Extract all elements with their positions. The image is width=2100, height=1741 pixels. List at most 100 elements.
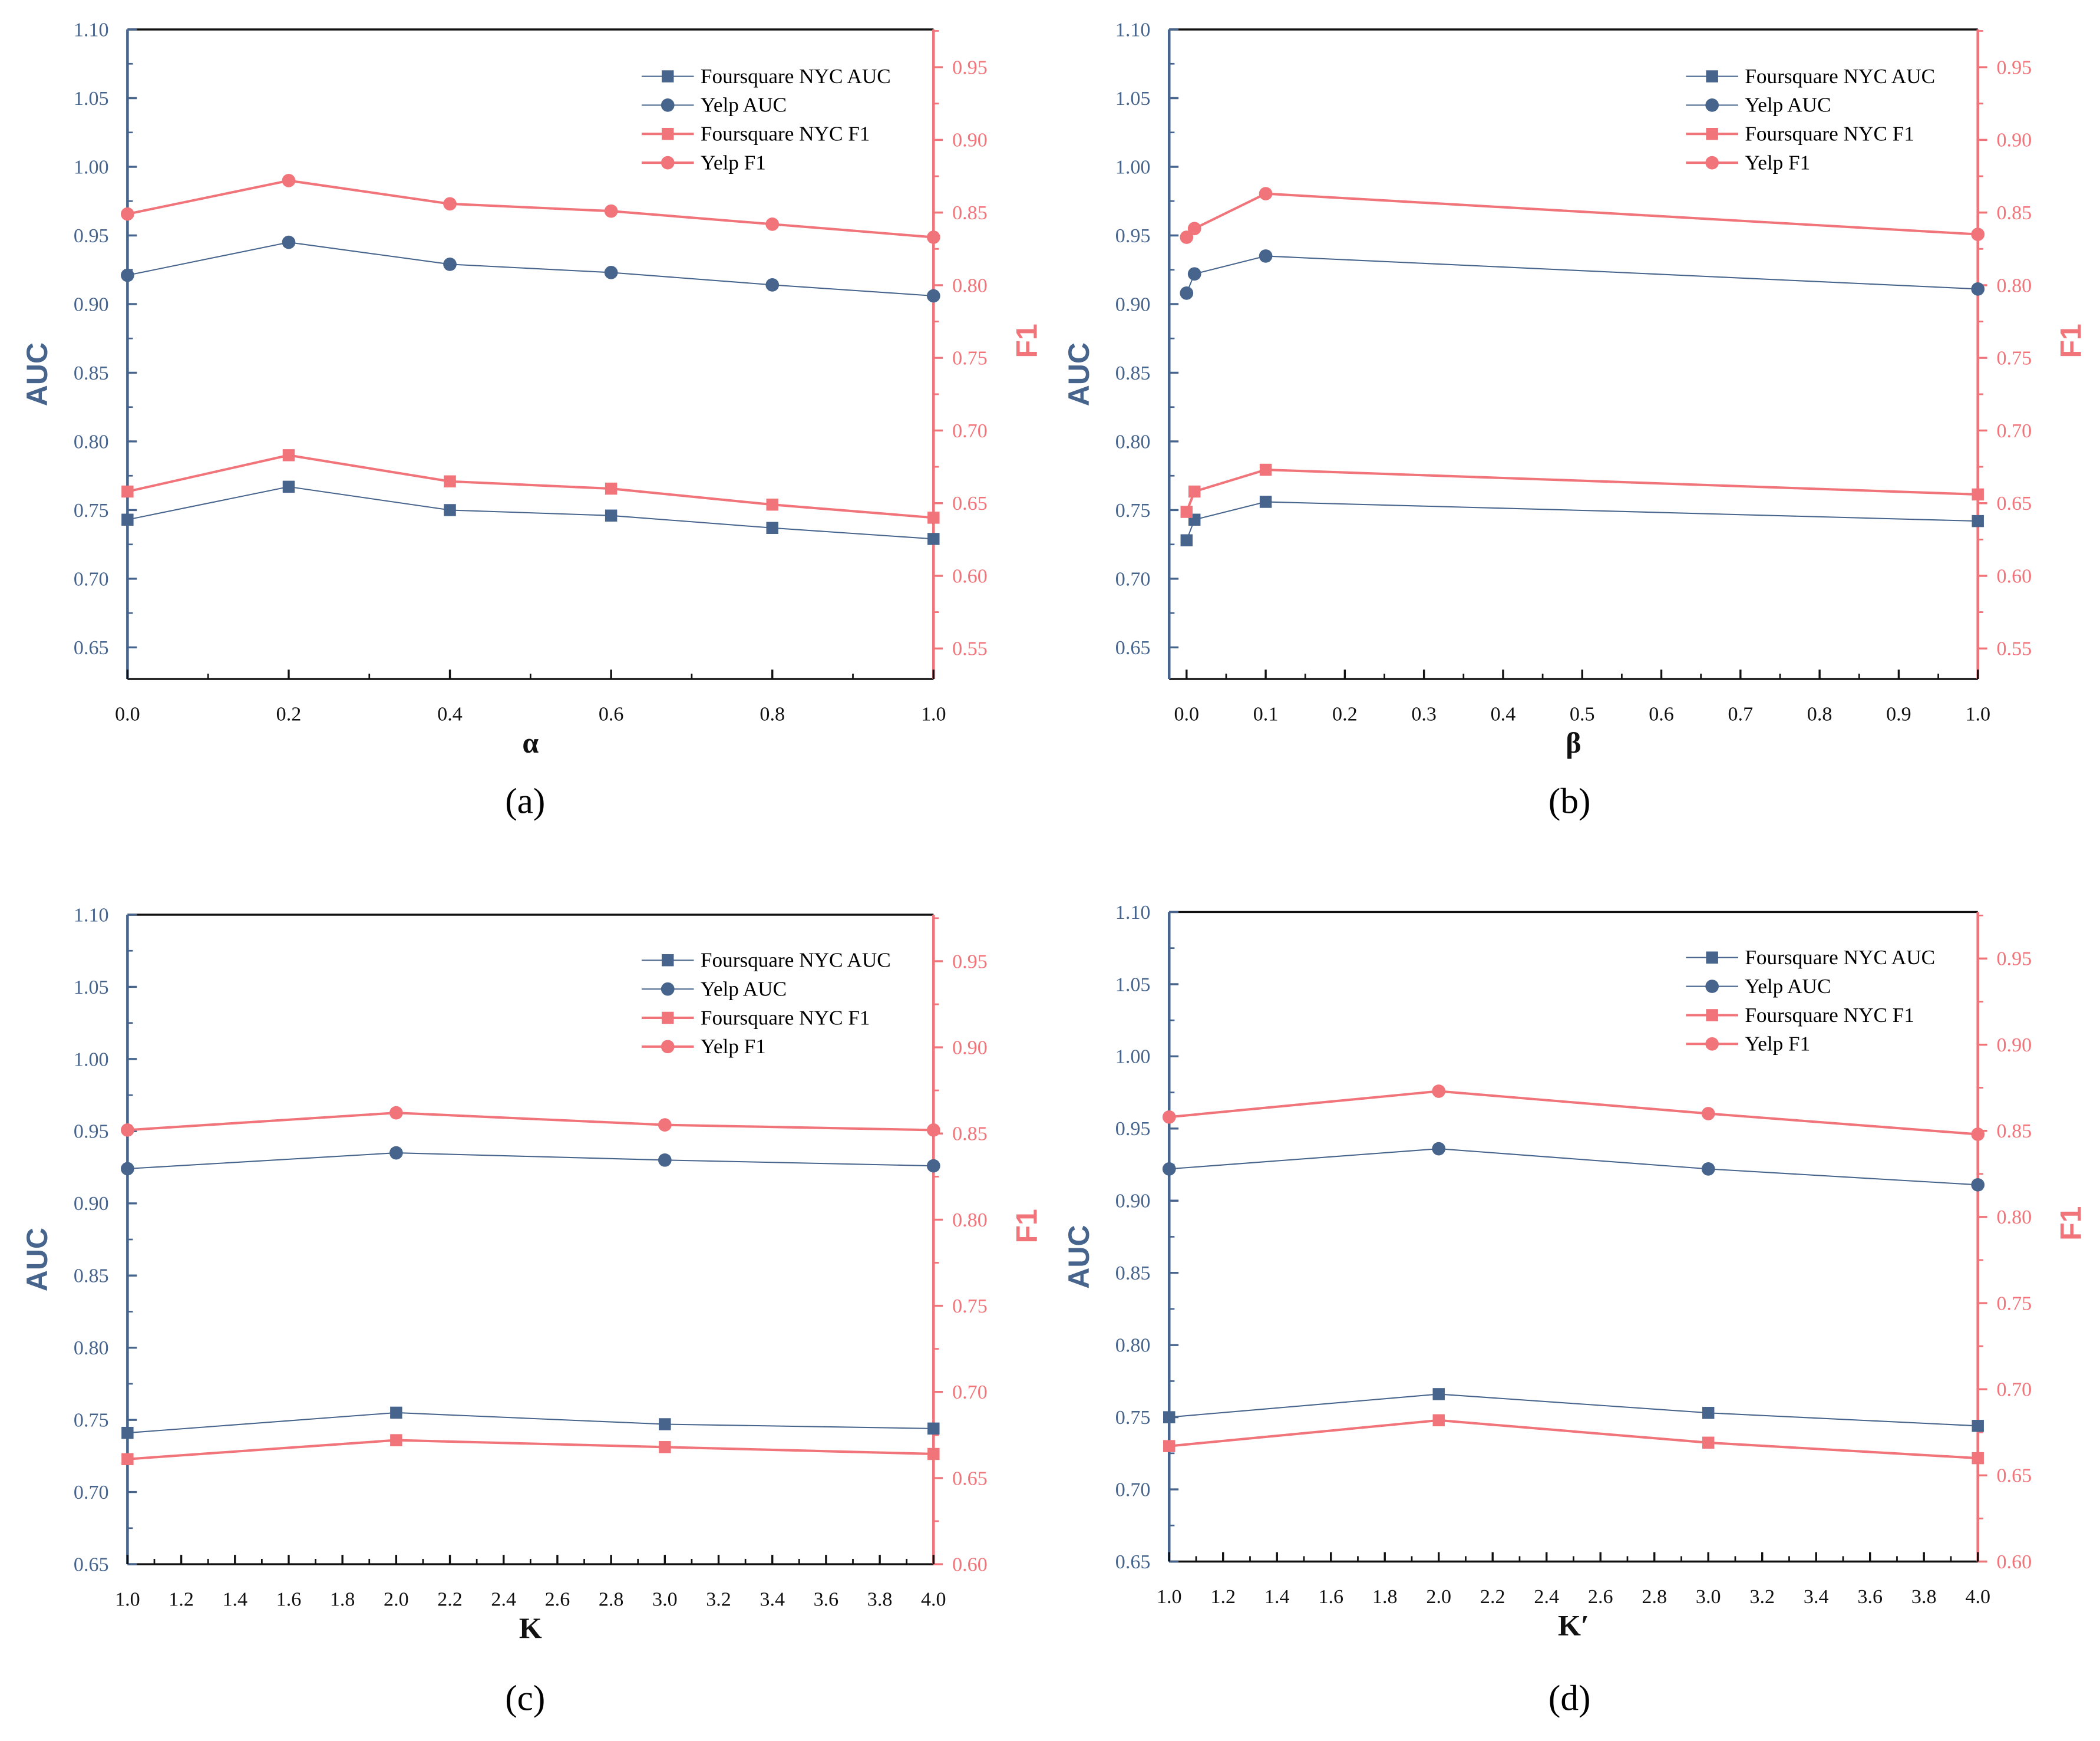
legend-marker xyxy=(661,156,675,170)
x-tick-label: 3.6 xyxy=(1857,1586,1883,1608)
data-point xyxy=(1701,1107,1715,1120)
x-tick-label: 0.6 xyxy=(1649,704,1674,726)
legend-label: Yelp AUC xyxy=(701,94,787,117)
series-line xyxy=(1186,192,1978,238)
data-point xyxy=(927,1447,940,1460)
right-tick-label: 0.80 xyxy=(1997,275,2032,296)
legend-marker xyxy=(1705,980,1719,993)
legend-item: Yelp AUC xyxy=(641,977,787,1000)
right-tick-label: 0.60 xyxy=(952,565,988,587)
left-tick-label: 1.10 xyxy=(1115,902,1151,924)
data-point xyxy=(444,504,456,516)
data-point xyxy=(1163,1411,1176,1423)
right-tick-label: 0.70 xyxy=(952,420,988,442)
left-tick-label: 0.90 xyxy=(1115,1191,1151,1212)
x-tick-label: 0.8 xyxy=(760,704,785,726)
legend-label: Foursquare NYC AUC xyxy=(1745,65,1935,88)
left-tick-label: 0.95 xyxy=(1115,225,1151,247)
left-tick-label: 0.75 xyxy=(1115,500,1151,522)
left-tick-label: 0.75 xyxy=(1115,1407,1151,1429)
legend-marker xyxy=(662,1011,674,1024)
data-point xyxy=(121,1453,134,1465)
data-point xyxy=(1180,506,1193,518)
data-point xyxy=(121,513,134,526)
x-tick-label: 2.4 xyxy=(1534,1586,1559,1608)
legend-label: Foursquare NYC AUC xyxy=(701,949,891,972)
chart-panel-d: 0.65 0.70 0.75 0.80 0.85 0.90 0.95 1.00 1.05 1.10… xyxy=(1062,902,2088,1719)
series-line xyxy=(127,1439,934,1460)
x-tick-label: 2.6 xyxy=(545,1588,570,1610)
x-tick-label: 0.3 xyxy=(1411,704,1437,726)
legend-item: Yelp F1 xyxy=(641,1035,766,1058)
legend-item: Foursquare NYC F1 xyxy=(641,1006,870,1029)
series-line xyxy=(1186,255,1978,294)
x-tick-label: 1.6 xyxy=(1318,1586,1343,1608)
right-tick-label: 0.85 xyxy=(952,1123,988,1145)
x-tick-label: 0.2 xyxy=(276,704,302,726)
left-tick-label: 0.85 xyxy=(74,362,109,384)
legend-marker xyxy=(1706,951,1718,964)
data-point xyxy=(659,1441,671,1453)
series-foursquare-nyc-auc xyxy=(1180,496,1984,546)
x-tick-label: 0.1 xyxy=(1253,704,1279,726)
left-tick-label: 0.70 xyxy=(1115,1479,1151,1501)
data-point xyxy=(927,533,940,545)
data-point xyxy=(444,475,456,487)
data-point xyxy=(1259,249,1273,263)
legend-marker xyxy=(1705,98,1719,112)
left-tick-label: 0.65 xyxy=(1115,1551,1151,1573)
x-tick-label: 0.4 xyxy=(437,704,463,726)
data-point xyxy=(121,1426,134,1439)
data-point xyxy=(1972,1420,1984,1432)
series-line xyxy=(1169,1393,1978,1427)
left-tick-label: 0.95 xyxy=(74,1121,109,1143)
x-tick-label: 4.0 xyxy=(1965,1586,1990,1608)
left-tick-label: 0.65 xyxy=(74,637,109,659)
legend-label: Foursquare NYC F1 xyxy=(701,123,870,146)
right-tick-label: 0.90 xyxy=(1997,1034,2032,1056)
left-tick-label: 0.95 xyxy=(74,225,109,247)
data-point xyxy=(1187,222,1201,236)
legend-label: Yelp AUC xyxy=(1745,94,1831,117)
left-tick-label: 0.75 xyxy=(74,1410,109,1432)
series-foursquare-nyc-auc xyxy=(121,1406,940,1439)
left-tick-label: 0.80 xyxy=(74,431,109,453)
left-tick-label: 0.90 xyxy=(74,294,109,315)
data-point xyxy=(765,278,780,292)
series-yelp-f1 xyxy=(121,174,940,244)
legend-item: Yelp AUC xyxy=(641,94,787,117)
right-axis-label: F1 xyxy=(2055,324,2088,358)
right-tick-label: 0.65 xyxy=(952,1468,988,1489)
x-tick-label: 1.8 xyxy=(330,1588,355,1610)
right-tick-label: 0.80 xyxy=(952,1209,988,1231)
x-tick-label: 4.0 xyxy=(921,1588,946,1610)
left-tick-label: 1.10 xyxy=(1115,19,1151,41)
data-point xyxy=(1971,1127,1985,1141)
right-tick-label: 0.90 xyxy=(1997,130,2032,151)
legend-marker xyxy=(661,982,675,996)
legend-label: Foursquare NYC F1 xyxy=(701,1006,870,1029)
series-line xyxy=(127,486,934,540)
left-tick-label: 0.65 xyxy=(74,1554,109,1575)
x-tick-label: 1.8 xyxy=(1372,1586,1398,1608)
x-tick-label: 1.0 xyxy=(1965,704,1990,726)
data-point xyxy=(282,235,296,249)
right-tick-label: 0.75 xyxy=(1997,348,2032,370)
right-tick-label: 0.65 xyxy=(952,493,988,515)
legend-label: Foursquare NYC F1 xyxy=(1745,1004,1914,1027)
series-foursquare-nyc-f1 xyxy=(1163,1414,1984,1465)
legend-item: Foursquare NYC AUC xyxy=(641,65,891,88)
data-point xyxy=(604,204,618,218)
left-tick-label: 0.85 xyxy=(74,1265,109,1287)
legend-label: Foursquare NYC AUC xyxy=(701,65,891,88)
right-tick-label: 0.85 xyxy=(1997,202,2032,224)
series-yelp-auc xyxy=(1162,1142,1985,1192)
series-line xyxy=(1169,1419,1978,1460)
x-tick-label: 3.2 xyxy=(706,1588,731,1610)
right-tick-label: 0.85 xyxy=(952,202,988,224)
left-tick-label: 0.90 xyxy=(74,1193,109,1215)
series-foursquare-nyc-auc xyxy=(121,480,940,545)
series-yelp-f1 xyxy=(1180,187,1985,244)
x-axis-label: α xyxy=(522,726,539,759)
